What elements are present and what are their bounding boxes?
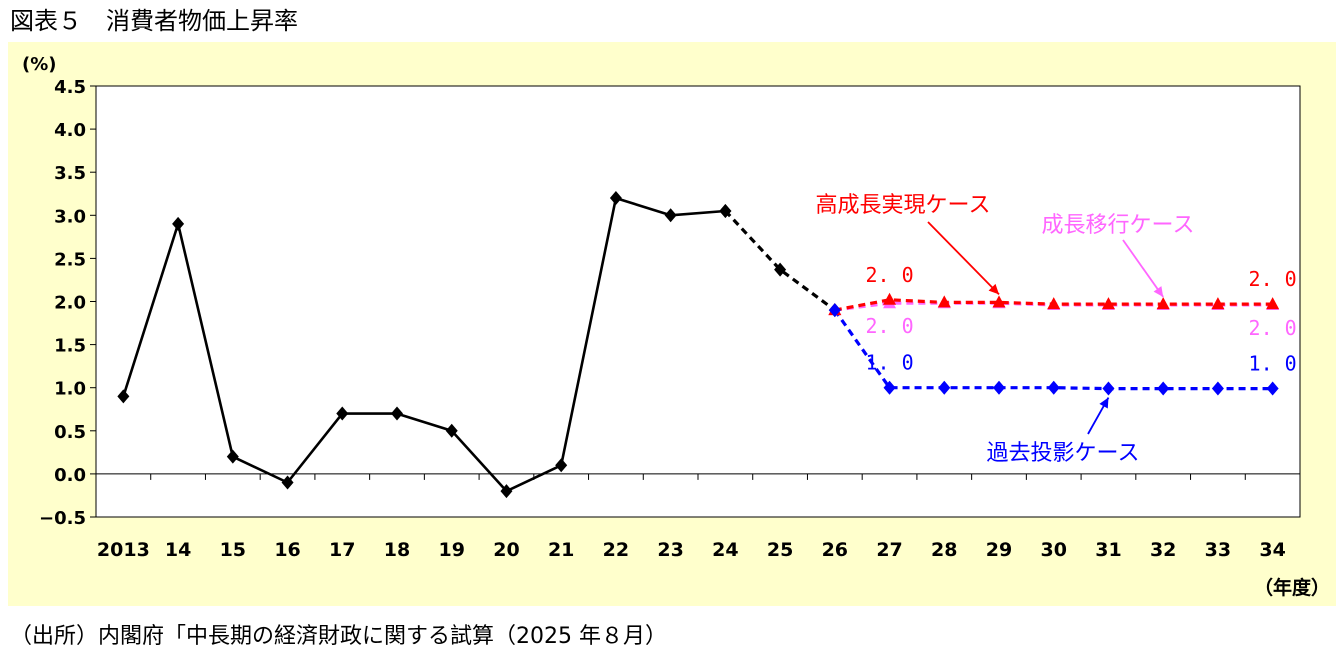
data-point-actual	[391, 406, 403, 421]
y-tick-label: 0.0	[54, 465, 86, 486]
x-tick-label: 14	[165, 539, 191, 561]
data-point-actual	[226, 449, 239, 464]
annotation-label: 成長移行ケース	[1042, 213, 1195, 238]
plot-area	[95, 85, 1301, 518]
data-point-actual	[664, 208, 677, 223]
x-tick-label: 34	[1259, 539, 1285, 561]
data-point-undefined	[992, 295, 1006, 308]
y-tick-label: 4.5	[54, 77, 86, 98]
data-label: 2. 0	[1249, 316, 1297, 340]
data-point-actual	[500, 484, 513, 499]
source-note: （出所）内閣府「中長期の経済財政に関する試算（2025 年８月）	[10, 624, 667, 649]
figure-title: 図表５ 消費者物価上昇率	[10, 7, 298, 35]
data-point-undefined	[1266, 297, 1280, 310]
series-line-outlook	[724, 209, 836, 312]
data-point-undefined	[1266, 381, 1279, 396]
x-tick-label: 21	[548, 539, 574, 561]
x-tick-label: 33	[1205, 539, 1231, 561]
data-point-undefined	[1101, 297, 1115, 310]
x-tick-label: 30	[1041, 539, 1067, 561]
x-tick-label: 18	[384, 539, 410, 561]
data-point-actual	[281, 475, 294, 490]
x-tick-label: 25	[767, 539, 793, 561]
data-label: 2. 0	[865, 263, 913, 287]
y-tick-label: 4.0	[54, 120, 86, 141]
series-line-actual	[122, 196, 726, 493]
data-label: 2. 0	[1249, 267, 1297, 291]
y-tick-label: 2.0	[54, 293, 86, 314]
y-tick-label: 2.5	[54, 249, 86, 270]
y-unit-label: (%)	[22, 54, 57, 75]
annotation-label: 高成長実現ケース	[816, 193, 991, 218]
data-point-actual	[555, 458, 568, 473]
x-tick-label: 26	[822, 539, 848, 561]
x-tick-label: 2013	[97, 539, 150, 561]
data-point-actual	[445, 423, 458, 438]
chart-area: (%) （年度） 4.5 4.0 3.5 3.0 2.5 2.0 1.5 1.0 0.5 0.0 −…	[8, 42, 1336, 606]
data-point-undefined	[1047, 380, 1060, 395]
data-point-undefined	[1211, 381, 1224, 396]
data-label: 1. 0	[865, 351, 913, 375]
data-point-outlook	[719, 203, 732, 218]
data-point-undefined	[993, 380, 1005, 395]
x-tick-label: 17	[329, 539, 355, 561]
x-unit-label: （年度）	[1254, 576, 1330, 599]
x-tick-label: 15	[220, 539, 246, 561]
y-tick-label: 0.5	[54, 422, 86, 443]
annotation-label: 過去投影ケース	[987, 441, 1140, 466]
x-tick-label: 19	[439, 539, 465, 561]
x-tick-label: 27	[876, 539, 902, 561]
y-tick-label: 3.0	[54, 206, 86, 227]
cpi-line-chart: (%) （年度） 4.5 4.0 3.5 3.0 2.5 2.0 1.5 1.0 0.5 0.0 −…	[22, 54, 1330, 599]
series-line-undefined	[833, 309, 1273, 391]
x-tick-label: 16	[274, 539, 300, 561]
x-tick-label: 23	[657, 539, 683, 561]
annotation-arrow	[1122, 239, 1164, 298]
annotation-arrowhead	[1153, 286, 1164, 297]
x-tick-label: 20	[493, 539, 519, 561]
y-tick-label: 3.5	[54, 163, 86, 184]
x-tick-label: 24	[712, 539, 738, 561]
data-point-undefined	[938, 380, 951, 395]
y-tick-label: 1.5	[54, 336, 86, 357]
annotation-arrowhead	[988, 283, 999, 295]
data-point-undefined	[1157, 381, 1170, 396]
y-tick-label: −0.5	[39, 508, 86, 529]
data-point-undefined	[937, 295, 951, 308]
data-point-undefined	[883, 380, 896, 395]
data-point-undefined	[828, 303, 841, 318]
data-point-undefined	[1156, 297, 1170, 310]
data-point-undefined	[1102, 381, 1115, 396]
data-point-actual	[336, 406, 349, 421]
x-tick-label: 31	[1095, 539, 1121, 561]
x-tick-label: 28	[931, 539, 957, 561]
annotation-arrow	[927, 221, 1000, 295]
data-point-outlook	[774, 262, 787, 277]
annotation-arrowhead	[1099, 397, 1109, 409]
data-point-actual	[609, 191, 622, 206]
data-point-undefined	[1211, 297, 1225, 310]
x-tick-label: 22	[603, 539, 629, 561]
data-label: 1. 0	[1249, 352, 1297, 376]
x-tick-label: 32	[1150, 539, 1176, 561]
data-point-actual	[117, 389, 130, 404]
y-tick-label: 1.0	[54, 379, 86, 400]
data-point-undefined	[1047, 297, 1061, 310]
data-point-actual	[172, 216, 185, 231]
x-tick-label: 29	[986, 539, 1012, 561]
data-label: 2. 0	[865, 314, 913, 338]
data-point-undefined	[883, 292, 897, 305]
